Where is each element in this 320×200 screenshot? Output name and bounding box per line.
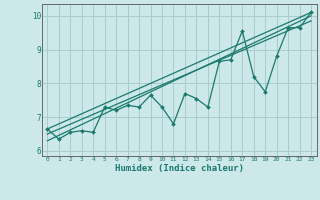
X-axis label: Humidex (Indice chaleur): Humidex (Indice chaleur)	[115, 164, 244, 173]
